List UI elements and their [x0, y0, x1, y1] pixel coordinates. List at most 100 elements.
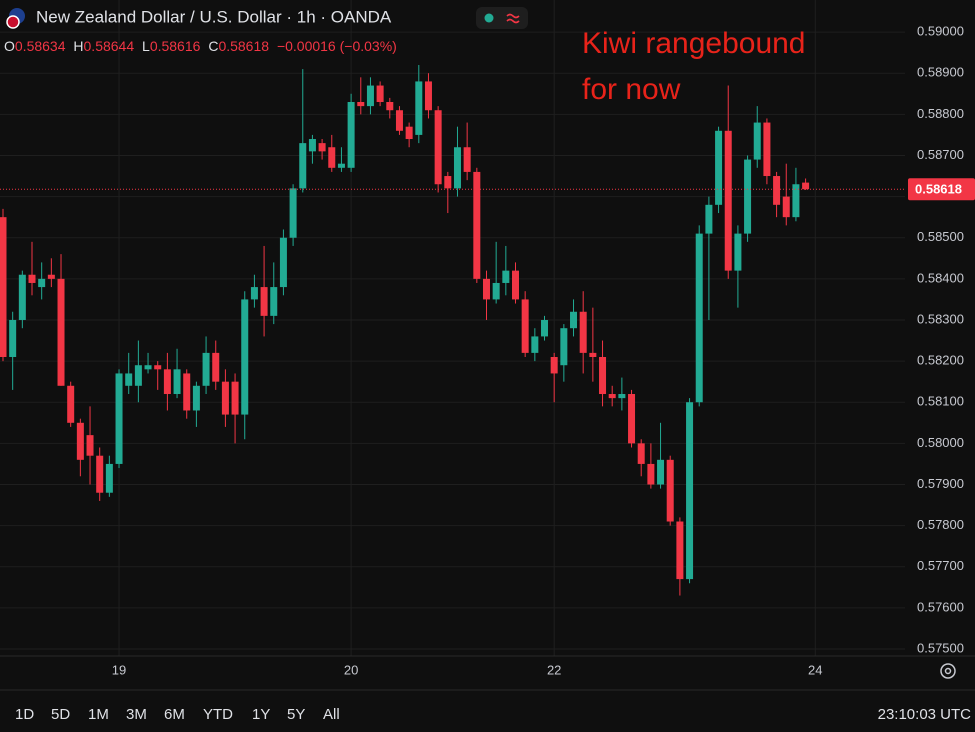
candle-body [531, 336, 539, 353]
candle-body [773, 176, 781, 205]
candle-body [47, 274, 55, 279]
candle-body [502, 270, 510, 283]
status-pills[interactable] [476, 7, 528, 29]
y-tick-label: 0.57700 [917, 558, 964, 573]
candle-body [28, 274, 36, 283]
candle-body [134, 365, 142, 386]
ohlc-change: −0.00016 (−0.03%) [277, 38, 397, 54]
candle-body [453, 147, 461, 189]
candle-body [192, 385, 200, 411]
candle-body [270, 287, 278, 316]
ohlc-value: 0.58634 [15, 38, 66, 54]
candle-body [647, 463, 655, 485]
clock: 23:10:03 UTC [878, 706, 972, 723]
range-button[interactable]: 1Y [252, 706, 270, 723]
candle-body [579, 311, 587, 353]
y-tick-label: 0.58100 [917, 394, 964, 409]
candle-body [608, 394, 616, 399]
candle-body [386, 101, 394, 111]
candle-body [415, 81, 423, 135]
ohlc-label: H [73, 38, 83, 54]
candle-body [782, 196, 790, 218]
candle-body [753, 122, 761, 160]
candle-body [260, 287, 268, 316]
candle-body [473, 171, 481, 279]
candle-body [299, 143, 307, 189]
y-tick-label: 0.57500 [917, 640, 964, 655]
candle-body [763, 122, 771, 177]
candle-body [434, 110, 442, 185]
candle-body [202, 352, 210, 386]
candle-body [366, 85, 374, 107]
last-price-label: 0.58618 [915, 182, 962, 197]
candle-body [705, 204, 713, 234]
x-tick-label: 24 [808, 662, 822, 677]
symbol-flags [6, 8, 25, 29]
x-tick-label: 22 [547, 662, 561, 677]
candle-body [376, 85, 384, 102]
candle-body [0, 217, 7, 357]
ohlc-value: 0.58644 [84, 38, 135, 54]
range-button[interactable]: All [323, 706, 340, 723]
candle-body [337, 163, 345, 168]
candle-body [96, 455, 104, 493]
candle-body [183, 373, 191, 411]
last-price-box [908, 178, 975, 201]
toolbar: 1D 5D 1M 3M 6M YTD 1Y 5Y All [15, 706, 340, 723]
candle-body [318, 143, 326, 152]
candle-body [105, 463, 113, 493]
candle-body [511, 270, 519, 300]
range-button[interactable]: 1D [15, 706, 34, 723]
candle-body [657, 459, 665, 485]
candle-body [279, 237, 287, 288]
range-button[interactable]: 6M [164, 706, 185, 723]
candle-body [76, 422, 84, 460]
candle-body [144, 365, 152, 370]
candle-body [550, 356, 558, 374]
y-tick-label: 0.58200 [917, 353, 964, 368]
candle-body [444, 176, 452, 189]
ohlc-line: O0.58634 H0.58644 L0.58616 C0.58618 −0.0… [4, 38, 397, 54]
y-tick-label: 0.58500 [917, 229, 964, 244]
candle-body [328, 147, 336, 168]
candle-body [715, 130, 723, 205]
candle-body [724, 130, 732, 271]
candle-body [289, 188, 297, 238]
candle-body [666, 459, 674, 522]
candle-body [521, 299, 529, 353]
candle-body [618, 394, 626, 399]
settings-icon[interactable] [940, 663, 956, 679]
candles [0, 64, 810, 596]
candle-body [18, 274, 26, 320]
y-tick-label: 0.57600 [917, 599, 964, 614]
candle-body [589, 352, 597, 357]
y-tick-label: 0.57900 [917, 476, 964, 491]
y-tick-label: 0.58800 [917, 106, 964, 121]
candle-body [802, 182, 810, 190]
range-button[interactable]: 1M [88, 706, 109, 723]
candle-body [57, 278, 65, 386]
ohlc-label: C [208, 38, 218, 54]
candle-body [241, 299, 249, 415]
chart-title: New Zealand Dollar / U.S. Dollar · 1h · … [36, 7, 392, 26]
candle-body [395, 110, 403, 131]
ohlc-label: L [142, 38, 150, 54]
candle-body [695, 233, 703, 403]
annotation: for now [582, 73, 681, 106]
candle-body [115, 373, 123, 464]
candle-body [628, 394, 636, 444]
grid [0, 0, 905, 656]
candle-body [637, 443, 645, 464]
candle-body [676, 521, 684, 580]
candle-body [173, 369, 181, 395]
range-button[interactable]: YTD [203, 706, 233, 723]
candle-body [250, 287, 258, 300]
candle-body [125, 373, 133, 386]
range-button[interactable]: 3M [126, 706, 147, 723]
range-button[interactable]: 5Y [287, 706, 305, 723]
range-button[interactable]: 5D [51, 706, 70, 723]
x-tick-label: 19 [112, 662, 126, 677]
